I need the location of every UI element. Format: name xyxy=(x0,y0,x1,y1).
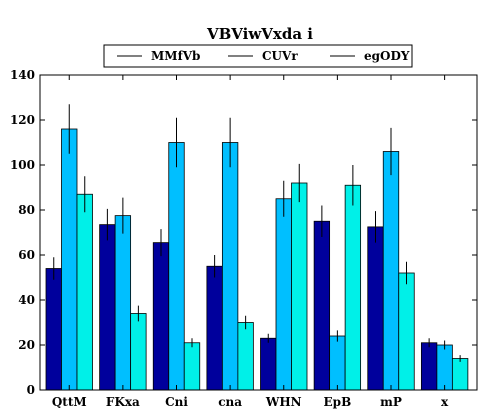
y-tick-label-140: 140 xyxy=(10,68,35,82)
x-tick-label-Cni: Cni xyxy=(165,395,188,409)
bar-CUVr-QttM xyxy=(61,128,78,391)
bar-egODY-mP xyxy=(398,272,415,391)
bar-MMfVb-cna xyxy=(206,265,223,391)
error-bars xyxy=(53,104,461,362)
x-tick-label-EpB: EpB xyxy=(324,395,352,409)
x-tick-label-QttM: QttM xyxy=(52,395,87,409)
bar-egODY-WHN xyxy=(291,182,308,391)
bar-egODY-EpB xyxy=(344,184,362,391)
x-tick-label-mP: mP xyxy=(380,395,402,409)
x-tick-label-FKxa: FKxa xyxy=(106,395,140,409)
y-tick-label-20: 20 xyxy=(18,338,35,352)
x-tick-label-cna: cna xyxy=(218,395,242,409)
y-tick-label-100: 100 xyxy=(10,158,35,172)
bar-CUVr-FKxa xyxy=(114,215,132,391)
chart-title: VBViwVxda i xyxy=(206,25,313,43)
bar-egODY-Cni xyxy=(183,342,201,391)
x-tick-label-x: x xyxy=(441,395,449,409)
bar-CUVr-x xyxy=(436,344,453,391)
bar-egODY-cna xyxy=(237,322,254,391)
bars xyxy=(45,128,469,391)
bar-egODY-x xyxy=(451,358,469,391)
legend-label-egODY: egODY xyxy=(364,49,410,63)
bar-egODY-QttM xyxy=(76,193,93,391)
y-tick-label-0: 0 xyxy=(27,383,35,397)
bar-CUVr-WHN xyxy=(275,198,292,391)
y-tick-label-80: 80 xyxy=(18,203,35,217)
x-tick-label-WHN: WHN xyxy=(265,395,302,409)
bar-MMfVb-x xyxy=(420,342,438,391)
bar-CUVr-EpB xyxy=(329,335,346,391)
legend-label-MMfVb: MMfVb xyxy=(151,49,200,63)
bar-MMfVb-mP xyxy=(367,226,384,391)
bar-egODY-FKxa xyxy=(130,313,147,391)
bar-MMfVb-WHN xyxy=(260,337,277,391)
y-tick-label-60: 60 xyxy=(18,248,35,262)
bar-MMfVb-EpB xyxy=(313,220,331,391)
bar-CUVr-Cni xyxy=(168,142,185,391)
y-tick-label-120: 120 xyxy=(10,113,35,127)
bar-CUVr-mP xyxy=(382,151,400,391)
bar-CUVr-cna xyxy=(221,142,239,391)
bar-MMfVb-FKxa xyxy=(99,224,116,391)
y-tick-label-40: 40 xyxy=(18,293,35,307)
bar-MMfVb-Cni xyxy=(152,242,170,391)
plot-frame xyxy=(39,74,478,391)
bar-MMfVb-QttM xyxy=(45,268,62,391)
x-axis: QttM FKxa Cni cna WHN EpB mP x xyxy=(52,75,449,409)
legend-box xyxy=(103,44,413,68)
y-axis: 0 20 40 60 80 100 120 140 xyxy=(10,68,477,397)
legend-label-CUVr: CUVr xyxy=(262,49,298,63)
legend: MMfVb CUVr egODY xyxy=(103,44,413,68)
